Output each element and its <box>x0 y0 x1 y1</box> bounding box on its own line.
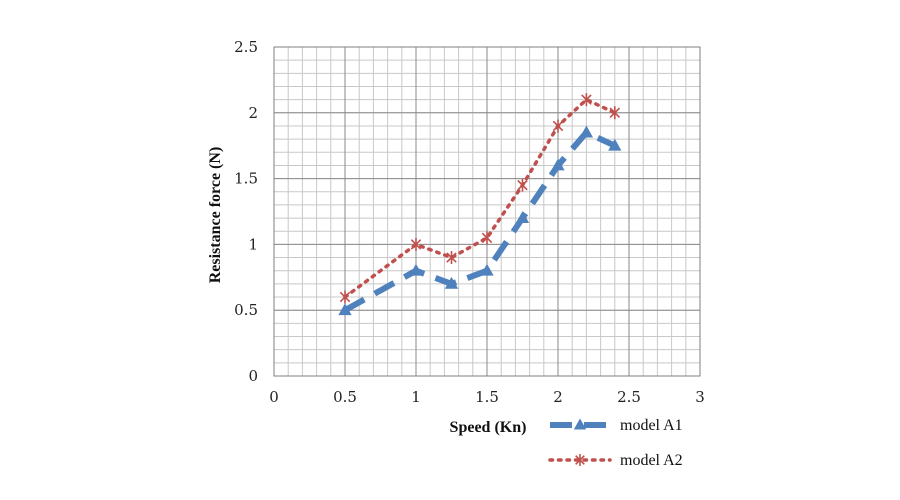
data-point-model-a2 <box>517 178 528 192</box>
data-point-model-a1 <box>551 158 565 171</box>
data-point-model-a1 <box>515 211 530 223</box>
x-tick-label: 1.5 <box>475 388 499 406</box>
legend-item-model-a2: model A2 <box>548 452 683 469</box>
y-tick-label: 1.5 <box>234 170 258 188</box>
legend: model A1 model A2 <box>548 417 683 469</box>
series-line-model-a1 <box>343 128 617 313</box>
legend-marker-asterisk <box>575 454 585 466</box>
data-point-model-a2 <box>410 237 422 251</box>
data-point-model-a2 <box>446 251 457 265</box>
data-point-model-a1 <box>338 303 352 316</box>
x-tick-label: 0.5 <box>333 388 357 406</box>
data-point-model-a1 <box>579 125 594 138</box>
legend-label-model-a1: model A1 <box>620 417 683 434</box>
major-gridlines <box>274 47 700 376</box>
y-tick-label: 2 <box>248 104 258 122</box>
data-point-model-a2 <box>609 106 621 120</box>
data-point-model-a2 <box>339 290 351 304</box>
plot-area-frame <box>273 46 701 377</box>
legend-label-model-a2: model A2 <box>620 452 683 469</box>
x-axis-tick-labels: 0 0.5 1 1.5 2 2.5 3 <box>269 388 705 406</box>
x-axis-title: Speed (Kn) <box>450 419 527 436</box>
data-point-model-a1 <box>444 276 459 289</box>
legend-item-model-a1: model A1 <box>550 417 683 434</box>
y-tick-label: 1 <box>248 235 258 253</box>
legend-marker-triangle <box>573 418 587 430</box>
data-point-model-a1 <box>480 263 494 276</box>
series-line-model-a2 <box>343 97 617 299</box>
y-axis-tick-labels: 0 0.5 1 1.5 2 2.5 <box>234 38 258 385</box>
y-tick-label: 0.5 <box>234 301 258 319</box>
y-tick-label: 0 <box>248 367 258 385</box>
data-point-model-a1 <box>409 263 423 276</box>
x-tick-label: 2 <box>553 388 563 406</box>
y-tick-label: 2.5 <box>234 38 258 56</box>
y-axis-title: Resistance force (N) <box>207 147 224 284</box>
data-point-model-a2 <box>481 231 493 245</box>
x-tick-label: 2.5 <box>617 388 641 406</box>
x-tick-label: 3 <box>695 388 705 406</box>
x-tick-label: 0 <box>269 388 279 406</box>
data-point-model-a2 <box>581 93 592 107</box>
data-point-model-a2 <box>552 119 564 133</box>
series-layer <box>338 93 622 316</box>
data-point-model-a1 <box>608 138 622 151</box>
x-tick-label: 1 <box>411 388 421 406</box>
